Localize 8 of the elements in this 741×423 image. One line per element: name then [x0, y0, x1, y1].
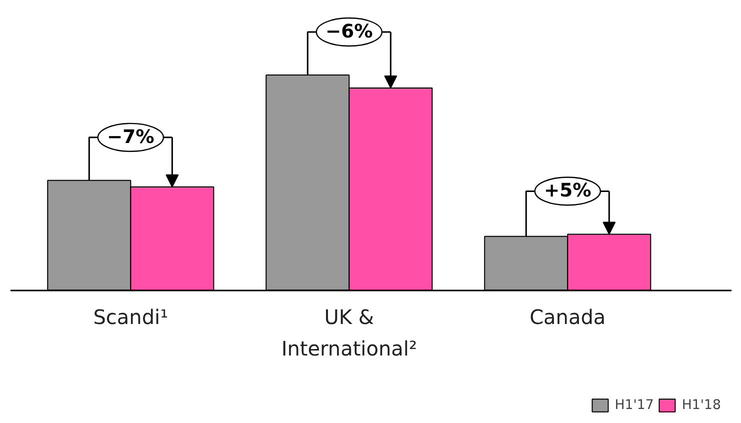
text: −6% — [326, 22, 374, 43]
legend-label: H1'17 — [614, 398, 654, 412]
x-tick-label: Scandi¹ — [93, 305, 168, 330]
x-tick-label: UK & International² — [281, 305, 417, 360]
annotation: −7% — [107, 126, 155, 148]
x-tick-label: Canada — [530, 305, 606, 330]
annotation: +5% — [544, 180, 592, 202]
legend-label: H1'18 — [682, 398, 721, 412]
